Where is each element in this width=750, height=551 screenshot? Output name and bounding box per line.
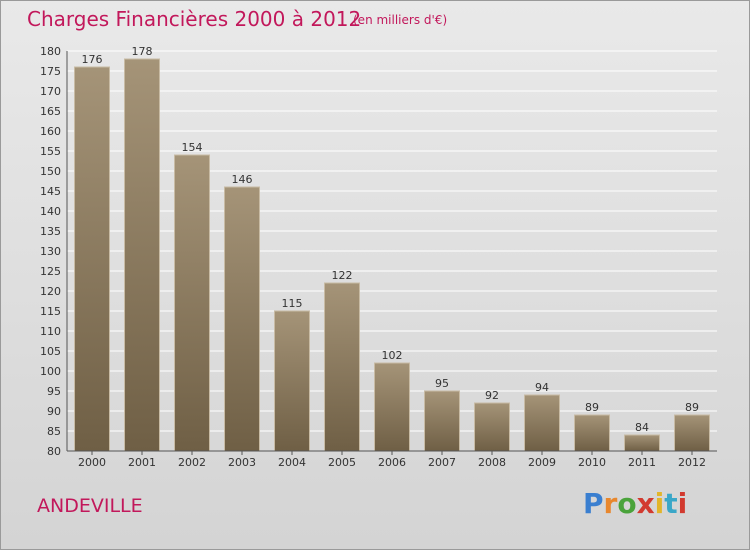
y-tick-label: 80 xyxy=(47,445,61,458)
x-tick-label: 2006 xyxy=(378,456,406,469)
x-tick-label: 2007 xyxy=(428,456,456,469)
y-tick-label: 180 xyxy=(40,45,61,58)
location-name: ANDEVILLE xyxy=(37,495,143,517)
bar-2011 xyxy=(624,434,660,452)
x-tick-label: 2003 xyxy=(228,456,256,469)
x-tick-label: 2001 xyxy=(128,456,156,469)
data-label: 89 xyxy=(685,401,699,414)
axes: 80 85 90 95 100 105 110 115 120 125 130 135 140 145 15… xyxy=(40,45,717,469)
data-label: 92 xyxy=(485,389,499,402)
y-tick-label: 110 xyxy=(40,325,61,338)
y-tick-label: 95 xyxy=(47,385,61,398)
x-tick-label: 2005 xyxy=(328,456,356,469)
data-label: 84 xyxy=(635,421,649,434)
y-tick-label: 145 xyxy=(40,185,61,198)
y-tick-label: 160 xyxy=(40,125,61,138)
y-tick-label: 115 xyxy=(40,305,61,318)
bar-2003 xyxy=(224,186,260,452)
bar-2009 xyxy=(524,394,560,452)
data-label: 122 xyxy=(332,269,353,282)
bar-2005 xyxy=(324,282,360,452)
bar-2001 xyxy=(124,58,160,452)
x-tick-label: 2009 xyxy=(528,456,556,469)
chart-title: Charges Financières 2000 à 2012 xyxy=(27,7,362,31)
data-labels: 176 178 154 146 115 122 102 95 92 94 89 84 89 xyxy=(82,45,700,434)
bar-2006 xyxy=(374,362,410,452)
bar-2012 xyxy=(674,414,710,452)
x-tick-label: 2012 xyxy=(678,456,706,469)
y-tick-label: 105 xyxy=(40,345,61,358)
chart-subtitle: (en milliers d'€) xyxy=(353,13,448,27)
y-tick-label: 140 xyxy=(40,205,61,218)
y-tick-label: 90 xyxy=(47,405,61,418)
data-label: 115 xyxy=(282,297,303,310)
y-tick-label: 120 xyxy=(40,285,61,298)
bar-2010 xyxy=(574,414,610,452)
x-tick-label: 2010 xyxy=(578,456,606,469)
x-tick-label: 2004 xyxy=(278,456,306,469)
y-tick-label: 135 xyxy=(40,225,61,238)
y-tick-label: 130 xyxy=(40,245,61,258)
data-label: 102 xyxy=(382,349,403,362)
data-label: 94 xyxy=(535,381,549,394)
y-tick-label: 85 xyxy=(47,425,61,438)
x-tick-label: 2008 xyxy=(478,456,506,469)
bar-2002 xyxy=(174,154,210,452)
y-tick-label: 155 xyxy=(40,145,61,158)
data-label: 89 xyxy=(585,401,599,414)
bar-2004 xyxy=(274,310,310,452)
bar-2000 xyxy=(74,66,110,452)
data-label: 95 xyxy=(435,377,449,390)
bars xyxy=(74,58,710,452)
x-tick-label: 2000 xyxy=(78,456,106,469)
y-tick-label: 165 xyxy=(40,105,61,118)
x-tick-label: 2011 xyxy=(628,456,656,469)
data-label: 178 xyxy=(132,45,153,58)
data-label: 146 xyxy=(232,173,253,186)
y-tick-label: 100 xyxy=(40,365,61,378)
y-tick-label: 170 xyxy=(40,85,61,98)
x-tick-label: 2002 xyxy=(178,456,206,469)
bar-2007 xyxy=(424,390,460,452)
bar-2008 xyxy=(474,402,510,452)
y-tick-label: 175 xyxy=(40,65,61,78)
proxiti-logo: Proxiti xyxy=(583,487,688,520)
y-tick-label: 150 xyxy=(40,165,61,178)
y-tick-label: 125 xyxy=(40,265,61,278)
data-label: 176 xyxy=(82,53,103,66)
data-label: 154 xyxy=(182,141,203,154)
